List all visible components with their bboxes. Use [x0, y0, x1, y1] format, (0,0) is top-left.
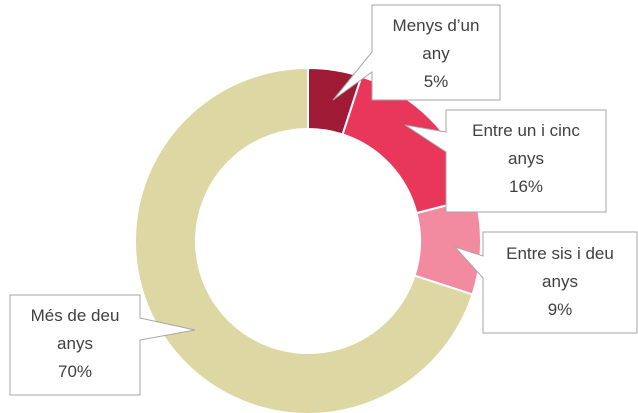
label-value: 5%: [423, 72, 449, 91]
label-value: 70%: [57, 362, 93, 381]
label-category: Entre un i cinc anys: [472, 121, 580, 168]
callout: [332, 4, 501, 101]
label-category: Menys d’un any: [392, 16, 480, 63]
label-category: Més de deu anys: [30, 306, 120, 353]
callout: [453, 231, 638, 334]
data-label: Entre sis i deu anys 9%: [483, 240, 637, 324]
data-label: Entre un i cinc anys 16%: [446, 117, 606, 201]
callout: [404, 109, 607, 213]
label-category: Entre sis i deu anys: [506, 244, 614, 291]
label-value: 9%: [547, 300, 573, 319]
data-label: Menys d’un any 5%: [372, 12, 500, 96]
callout: [9, 294, 196, 396]
label-value: 16%: [508, 177, 544, 196]
slice: [134, 66, 474, 413]
data-label: Més de deu anys 70%: [10, 302, 140, 386]
